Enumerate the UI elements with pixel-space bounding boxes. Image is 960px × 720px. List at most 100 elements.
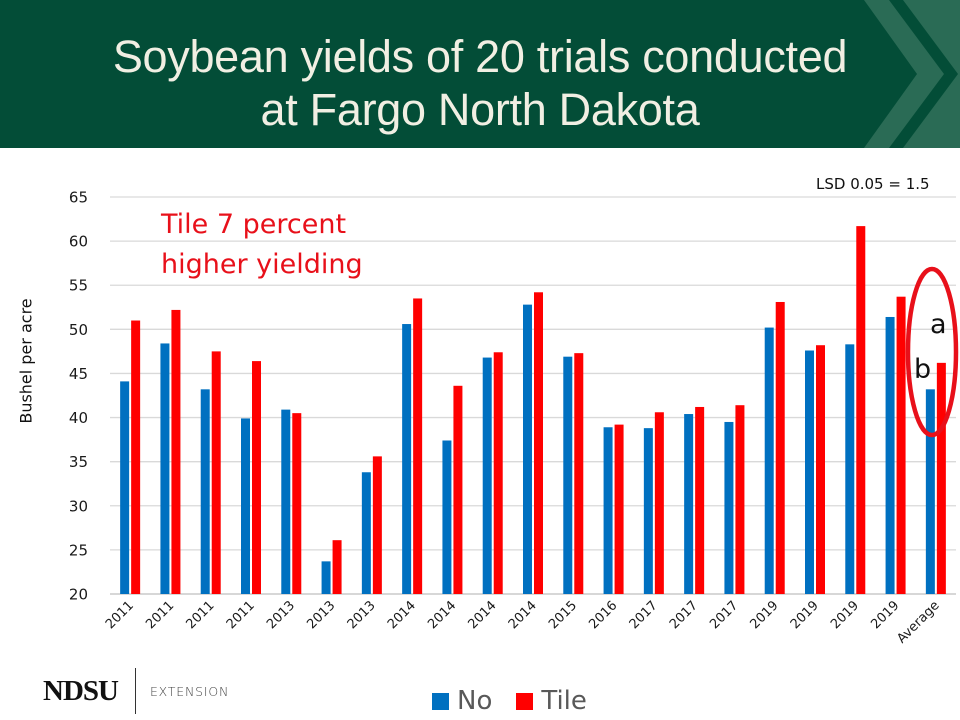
- x-tick-label: 2011: [184, 598, 218, 632]
- bar-no: [200, 389, 210, 594]
- y-tick-label: 20: [69, 586, 88, 604]
- bar-tile: [131, 320, 141, 594]
- bar-no: [563, 356, 573, 594]
- x-tick-label: 2019: [828, 598, 862, 632]
- annotation-line-1: Tile 7 percent: [161, 209, 347, 240]
- y-tick-label: 50: [69, 321, 88, 339]
- x-axis-labels: 2011 2011 2011 2011 2013 2013 2013 2014 2014 2014…: [103, 598, 943, 646]
- bar-tile: [614, 424, 624, 594]
- ndsu-extension-logo: NDSU EXTENSION: [43, 668, 229, 714]
- bar-tile: [534, 292, 543, 594]
- bar-no: [321, 561, 331, 594]
- bar-no: [442, 440, 452, 594]
- significance-letter-a: a: [930, 309, 947, 340]
- bar-no: [361, 472, 371, 594]
- y-tick-label: 45: [69, 365, 88, 383]
- bars: [120, 226, 946, 594]
- x-tick-label: 2013: [304, 598, 338, 632]
- x-tick-label: 2014: [385, 598, 419, 632]
- x-tick-label: 2015: [546, 598, 580, 632]
- bar-tile: [171, 309, 181, 594]
- y-tick-label: 25: [69, 541, 88, 559]
- significance-letter-b: b: [914, 354, 932, 385]
- bar-no: [845, 344, 855, 594]
- y-axis-ticks: 20 25 30 35 40 45 50 55 60 65: [69, 189, 88, 604]
- logo-subtext: EXTENSION: [149, 683, 230, 699]
- logo-divider: [134, 668, 136, 714]
- lsd-note: LSD 0.05 = 1.5: [816, 175, 930, 193]
- legend-item-tile: Tile: [516, 686, 587, 716]
- x-tick-label: 2016: [586, 598, 620, 632]
- bar-tile: [936, 362, 946, 594]
- bar-tile: [654, 412, 664, 594]
- legend-label-tile: Tile: [541, 686, 587, 716]
- slide-header: Soybean yields of 20 trials conducted at…: [0, 0, 960, 148]
- x-tick-label: 2011: [143, 598, 177, 632]
- yield-annotation: Tile 7 percent higher yielding: [161, 205, 363, 285]
- bar-tile: [211, 351, 221, 594]
- x-tick-label: 2013: [264, 598, 298, 632]
- x-tick-label: 2017: [627, 598, 661, 632]
- bar-no: [885, 316, 895, 594]
- bar-no: [281, 409, 291, 594]
- bar-no: [241, 418, 250, 594]
- bar-no: [402, 324, 412, 594]
- x-tick-label: 2013: [345, 598, 379, 632]
- slide-title: Soybean yields of 20 trials conducted at…: [0, 30, 960, 136]
- y-tick-label: 40: [69, 409, 88, 427]
- bar-no: [764, 327, 774, 594]
- bar-tile: [252, 361, 261, 594]
- title-line-2: at Fargo North Dakota: [260, 84, 700, 135]
- bar-tile: [372, 456, 382, 594]
- chart-legend: No Tile: [432, 686, 611, 716]
- bar-no: [805, 350, 814, 594]
- bar-tile: [493, 352, 503, 594]
- y-axis-label: Bushel per acre: [16, 298, 36, 424]
- x-tick-label: 2019: [868, 598, 902, 632]
- x-tick-label: 2014: [506, 598, 540, 632]
- x-tick-label: 2019: [748, 598, 782, 632]
- bar-tile: [574, 353, 584, 594]
- x-tick-label: 2019: [788, 598, 822, 632]
- legend-swatch-no: [432, 692, 449, 710]
- x-tick-label: 2017: [667, 598, 701, 632]
- bar-tile: [735, 405, 745, 594]
- bar-no: [160, 343, 170, 594]
- bar-tile: [332, 540, 342, 594]
- x-tick-label: 2014: [466, 598, 500, 632]
- legend-item-no: No: [432, 686, 492, 716]
- bar-tile: [816, 345, 825, 594]
- gridlines: [110, 196, 956, 595]
- bar-no: [120, 381, 130, 594]
- y-tick-label: 65: [69, 189, 88, 207]
- bar-no: [925, 389, 935, 594]
- bar-no: [684, 414, 694, 594]
- title-line-1: Soybean yields of 20 trials conducted: [112, 31, 848, 82]
- bar-tile: [896, 296, 906, 594]
- legend-label-no: No: [457, 686, 493, 716]
- y-tick-label: 55: [69, 277, 88, 295]
- bar-no: [482, 357, 492, 594]
- x-tick-label: 2014: [425, 598, 459, 632]
- bar-no: [643, 428, 653, 594]
- annotation-line-2: higher yielding: [161, 249, 363, 280]
- x-tick-label: 2011: [224, 598, 258, 632]
- bar-no: [724, 421, 734, 594]
- bar-tile: [453, 385, 463, 594]
- y-tick-label: 60: [69, 233, 88, 251]
- bar-no: [523, 304, 532, 594]
- bar-tile: [292, 413, 302, 594]
- logo-wordmark: NDSU: [43, 674, 119, 707]
- chevron-decoration-icon: [864, 0, 960, 148]
- bar-tile: [856, 226, 866, 594]
- y-tick-label: 35: [69, 453, 88, 471]
- bar-tile: [695, 406, 705, 594]
- bar-tile: [413, 298, 423, 594]
- y-tick-label: 30: [69, 497, 88, 515]
- x-tick-label: 2011: [103, 598, 137, 632]
- significance-ellipse: [905, 266, 959, 438]
- bar-tile: [775, 301, 785, 594]
- legend-swatch-tile: [516, 692, 534, 710]
- bar-no: [603, 427, 613, 594]
